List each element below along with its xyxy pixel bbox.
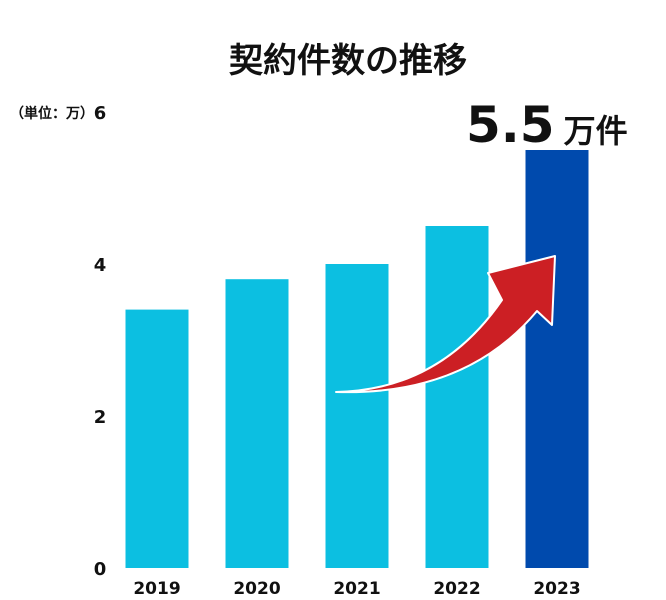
growth-arrow [335,255,556,394]
y-tick-label: 0 [94,559,107,580]
bar-2019 [125,309,189,568]
x-tick-label: 2023 [533,579,580,599]
arrow-icon [335,255,556,394]
highlight-callout: 5.5 万件 [466,96,628,154]
chart-title: 契約件数の推移 [229,41,467,81]
unit-label: （単位：万） [10,105,94,122]
bar-2020 [225,279,289,568]
y-tick-label: 6 [94,103,107,124]
x-tick-label: 2021 [333,579,380,599]
callout-unit: 万件 [564,112,628,150]
bar-2021 [325,264,389,568]
y-tick-label: 2 [94,407,107,428]
x-tick-label: 2020 [233,579,280,599]
callout-value: 5.5 [466,96,555,154]
bar-2023 [525,150,589,568]
y-axis-ticks: 0 2 4 6 [94,103,107,580]
bars [125,150,589,568]
x-axis-labels: 2019 2020 2021 2022 2023 [133,579,580,599]
y-tick-label: 4 [94,255,107,276]
x-tick-label: 2019 [133,579,180,599]
bar-2022 [425,226,489,568]
x-tick-label: 2022 [433,579,480,599]
